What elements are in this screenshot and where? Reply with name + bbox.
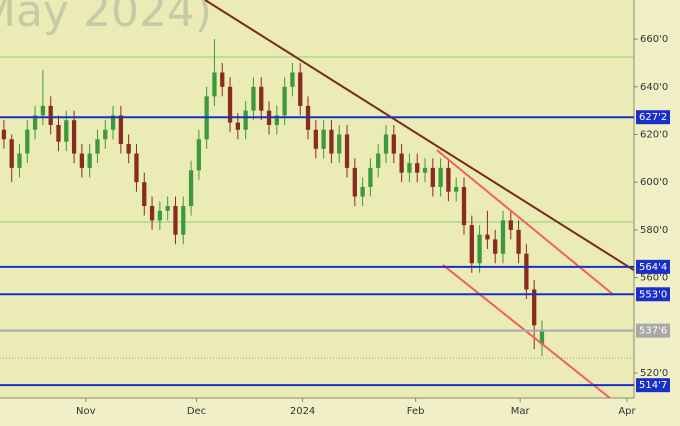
candle-body <box>110 115 116 130</box>
candle-body <box>64 120 69 142</box>
candle-body <box>40 105 46 116</box>
candle-body <box>454 186 459 192</box>
candle-body <box>103 129 108 140</box>
candle-body <box>235 122 240 130</box>
y-tick-label: 520'0 <box>640 368 668 379</box>
candle-body <box>1 129 7 140</box>
candle-body <box>227 86 233 123</box>
candle-body <box>56 124 61 142</box>
level-label: 537'6 <box>639 326 667 337</box>
candle-body <box>165 206 170 211</box>
candle-body <box>25 129 30 154</box>
candle-body <box>493 239 498 254</box>
level-label: 514'7 <box>639 380 667 391</box>
candle-body <box>539 330 545 345</box>
candle-body <box>508 220 513 230</box>
candle-body <box>477 234 482 264</box>
candle-body <box>407 163 412 173</box>
candle-body <box>188 170 194 207</box>
candle-body <box>259 86 264 111</box>
candle-body <box>516 229 521 254</box>
x-tick-label: 2024 <box>290 406 315 417</box>
candle-body <box>212 72 217 97</box>
candle-body <box>469 225 474 264</box>
x-tick-label: Dec <box>187 406 206 417</box>
candle-body <box>196 139 202 171</box>
candle-body <box>181 206 186 235</box>
y-axis-panel <box>634 0 680 426</box>
candle-body <box>173 206 178 235</box>
y-tick-label: 620'0 <box>640 129 668 140</box>
candle-body <box>251 86 256 111</box>
watermark: May 2024) <box>0 0 212 37</box>
candle-body <box>352 167 357 197</box>
x-tick-label: Feb <box>407 406 425 417</box>
candle-body <box>95 139 100 154</box>
candle-body <box>430 167 435 187</box>
candle-body <box>126 144 131 154</box>
candle-body <box>298 72 303 106</box>
x-tick-label: Mar <box>511 406 531 417</box>
candle-body <box>71 120 77 154</box>
candle-body <box>79 153 85 168</box>
candle-body <box>282 86 287 116</box>
level-label: 564'4 <box>639 262 667 273</box>
candle-body <box>274 115 279 125</box>
candle-body <box>344 134 350 168</box>
candle-body <box>399 153 404 173</box>
candle-body <box>157 210 163 221</box>
candle-body <box>485 234 490 240</box>
level-label: 627'2 <box>639 112 667 123</box>
candle-body <box>134 153 139 183</box>
candle-body <box>313 129 318 149</box>
y-tick-label: 660'0 <box>640 34 668 45</box>
x-tick-label: Apr <box>618 406 636 417</box>
candle-body <box>9 139 14 168</box>
candle-body <box>446 167 451 192</box>
candle-body <box>422 167 428 173</box>
level-tag <box>636 110 670 125</box>
candle-body <box>220 72 225 87</box>
candle-body <box>243 110 248 130</box>
trendline <box>204 0 635 272</box>
level-tag <box>636 378 670 393</box>
candle-body <box>118 115 124 145</box>
candle-body <box>438 167 443 187</box>
candle-body <box>87 153 92 168</box>
level-label: 553'0 <box>639 289 667 300</box>
level-tag <box>636 323 670 338</box>
candle-body <box>532 289 537 326</box>
trendline <box>436 149 615 296</box>
candle-body <box>415 163 420 173</box>
plot-area <box>0 0 634 398</box>
candle-body <box>368 167 373 187</box>
candle-body <box>149 206 155 221</box>
candle-body <box>32 115 38 130</box>
y-tick-label: 580'0 <box>640 225 668 236</box>
candle-body <box>337 134 342 154</box>
y-tick-label: 640'0 <box>640 82 668 93</box>
candle-body <box>376 153 381 168</box>
candle-body <box>383 134 389 154</box>
candle-body <box>500 220 506 254</box>
candle-body <box>391 134 396 154</box>
candle-body <box>321 129 326 149</box>
candle-body <box>524 253 529 290</box>
candle-body <box>290 72 295 87</box>
candle-body <box>461 186 467 226</box>
x-tick-label: Nov <box>76 406 96 417</box>
candle-body <box>360 186 365 197</box>
y-tick-label: 600'0 <box>640 177 668 188</box>
candle-body <box>329 129 334 154</box>
y-tick-label: 560'0 <box>640 273 668 284</box>
level-tag <box>636 287 670 302</box>
candle-body <box>48 105 53 125</box>
candle-body <box>17 153 22 168</box>
candle-body <box>142 182 147 207</box>
level-tag <box>636 259 670 274</box>
